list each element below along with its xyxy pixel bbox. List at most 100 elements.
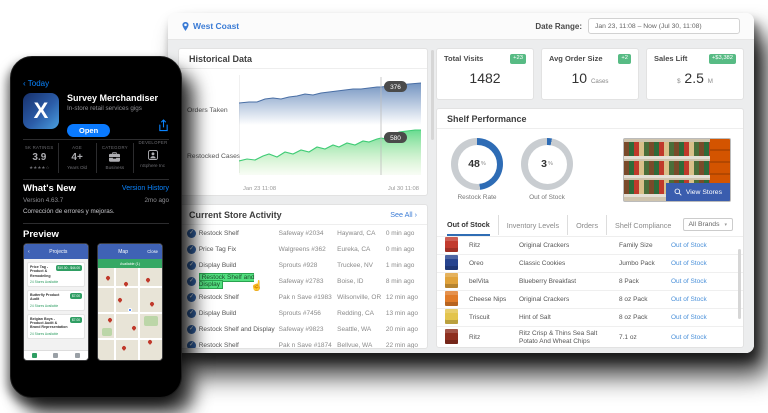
search-icon — [674, 188, 682, 196]
product-row[interactable]: Cheese Nips Original Crackers 8 oz Pack … — [437, 291, 743, 309]
tab-inventory-levels[interactable]: Inventory Levels — [497, 214, 559, 235]
svg-text:376: 376 — [390, 84, 401, 91]
product-row[interactable]: Ritz Original Crackers Family Size Out o… — [437, 237, 743, 255]
tab-orders[interactable]: Orders — [567, 214, 598, 235]
mini-back-icon: ‹ — [28, 248, 30, 255]
dashboard-body: Historical Data Orders Taken Restocked C… — [168, 40, 754, 353]
stat-age: AGE 4+ Years Old — [57, 143, 96, 173]
product-status-link[interactable]: Out of Stock — [671, 314, 707, 321]
divider — [23, 223, 169, 224]
developer-icon — [134, 150, 171, 162]
view-stores-label: View Stores — [685, 188, 722, 196]
table-scrollbar[interactable] — [738, 249, 741, 319]
product-name: Classic Cookies — [519, 259, 566, 267]
product-status-link[interactable]: Out of Stock — [671, 296, 707, 303]
view-stores-button[interactable]: View Stores — [665, 183, 730, 201]
product-row[interactable]: Ritz Ritz Crisp & Thins Sea Salt Potato … — [437, 327, 743, 347]
historical-data-card: Historical Data Orders Taken Restocked C… — [178, 48, 428, 196]
series-label-orders: Orders Taken — [187, 107, 228, 114]
star-rating-icons: ★★★★☆ — [29, 164, 50, 170]
activity-city: Seattle, WA — [337, 325, 372, 333]
preview-title: Preview — [23, 229, 59, 240]
kpi-value: 1482 — [469, 69, 501, 86]
product-thumbnail — [445, 237, 458, 252]
kpi-badge: +$3,382 — [708, 54, 736, 64]
product-brand: Ritz — [469, 242, 481, 249]
activity-task: Restock Shelf and Display — [198, 325, 275, 333]
kpi-badge: +23 — [510, 54, 526, 64]
stat-developer: DEVELOPER nSphere Inc — [133, 140, 171, 173]
briefcase-icon — [97, 152, 134, 164]
cursor-hand-icon: ☝ — [250, 281, 264, 292]
kpi-title: Total Visits — [444, 54, 484, 64]
brand-filter-select[interactable]: All Brands ▾ — [682, 218, 733, 231]
phone-mockup: ‹ Today X Survey Merchandiser In-store r… — [10, 56, 182, 398]
activity-time: 0 min ago — [385, 229, 415, 237]
activity-city: Boise, ID — [337, 277, 364, 285]
back-to-today-link[interactable]: ‹ Today — [23, 79, 50, 88]
activity-row[interactable]: ✓ Display Build Sprouts #928 Truckee, NV… — [179, 257, 427, 273]
tab-out-of-stock[interactable]: Out of Stock — [447, 214, 490, 236]
left-column-scrollbar[interactable] — [431, 50, 434, 140]
product-row[interactable]: Oreo Classic Cookies Jumbo Pack Out of S… — [437, 255, 743, 273]
donut-value: 3 — [541, 158, 547, 170]
check-circle-icon: ✓ — [187, 276, 196, 286]
activity-city: Truckee, NV — [337, 261, 374, 269]
region-selector[interactable]: West Coast — [182, 21, 239, 31]
tab-shelf-compliance[interactable]: Shelf Compliance — [606, 214, 671, 235]
donut-label: Restock Rate — [457, 194, 497, 201]
chevron-down-icon: ▾ — [724, 221, 727, 228]
activity-row[interactable]: ✓ Display Build Sprouts #7456 Redding, C… — [179, 305, 427, 321]
version-history-link[interactable]: Version History — [121, 185, 169, 192]
check-circle-icon: ✓ — [187, 228, 196, 238]
check-circle-icon: ✓ — [187, 260, 196, 270]
kpi-unit: M — [707, 77, 713, 85]
open-button[interactable]: Open — [67, 123, 111, 137]
tooltip-orders: 376 — [384, 81, 407, 92]
activity-row[interactable]: ✓ Restock Shelf Safeway #2034 Hayward, C… — [179, 225, 427, 241]
activity-task: Display Build — [198, 309, 237, 317]
product-status-link[interactable]: Out of Stock — [671, 334, 707, 341]
product-row[interactable]: Triscuit Hint of Salt 8 oz Pack Out of S… — [437, 309, 743, 327]
share-icon[interactable] — [158, 119, 169, 137]
product-brand: Oreo — [469, 260, 484, 267]
activity-row[interactable]: ✓ Price Tag Fix Walgreens #362 Eureka, C… — [179, 241, 427, 257]
divider — [23, 179, 169, 180]
activity-row-highlighted[interactable]: ✓ Restock Shelf and Display ☝ Safeway #2… — [179, 273, 427, 292]
product-brand: Triscuit — [469, 314, 490, 321]
kpi-avg-order-size: Avg Order Size +2 10 Cases — [541, 48, 639, 100]
activity-row[interactable]: ✓ Restock Shelf Pak n Save #1983 Wilsonv… — [179, 289, 427, 305]
product-size: 8 oz Pack — [619, 296, 648, 303]
mini-close-link: Close — [147, 249, 158, 254]
activity-title: Current Store Activity — [189, 209, 282, 220]
dashboard-header: West Coast Date Range: Jan 23, 11:08 – N… — [168, 13, 754, 40]
historical-title: Historical Data — [189, 53, 253, 64]
check-circle-icon: ✓ — [187, 244, 196, 254]
product-thumbnail — [445, 329, 458, 344]
mini-projects-title: Projects — [49, 248, 68, 255]
activity-card: Current Store Activity See All › ✓ Resto… — [178, 204, 428, 349]
product-row[interactable]: belVita Blueberry Breakfast 8 Pack Out o… — [437, 273, 743, 291]
stat-ratings: 5K RATINGS 3.9 ★★★★☆ — [21, 143, 58, 173]
donut-unit: % — [480, 161, 486, 167]
activity-task-highlighted[interactable]: Restock Shelf and Display — [198, 273, 255, 289]
product-status-link[interactable]: Out of Stock — [671, 278, 707, 285]
see-all-link[interactable]: See All › — [390, 210, 417, 219]
version-age: 2mo ago — [144, 197, 169, 204]
kpi-total-visits: Total Visits +23 1482 — [436, 48, 534, 100]
product-name: Blueberry Breakfast — [519, 277, 577, 285]
mini-project-item: Butterfly Product Audit $7.00 24 Stores … — [27, 289, 85, 311]
app-subtitle: In-store retail services gigs — [67, 105, 142, 112]
historical-chart[interactable]: Orders Taken Restocked Cases — [179, 69, 427, 195]
product-thumbnail — [445, 291, 458, 306]
region-label: West Coast — [193, 21, 240, 31]
x-axis-start: Jan 23 11:08 — [243, 186, 277, 192]
date-range-input[interactable]: Jan 23, 11:08 – Now (Jul 30, 11:08) — [588, 18, 740, 34]
product-status-link[interactable]: Out of Stock — [671, 260, 707, 267]
shelf-title: Shelf Performance — [447, 113, 527, 124]
activity-row[interactable]: ✓ Restock Shelf Pak n Save #1874 Bellvue… — [179, 337, 427, 348]
activity-city: Redding, CA — [337, 309, 374, 317]
activity-row[interactable]: ✓ Restock Shelf and Display Safeway #982… — [179, 321, 427, 337]
date-range: Date Range: Jan 23, 11:08 – Now (Jul 30,… — [535, 18, 740, 34]
product-status-link[interactable]: Out of Stock — [671, 242, 707, 249]
